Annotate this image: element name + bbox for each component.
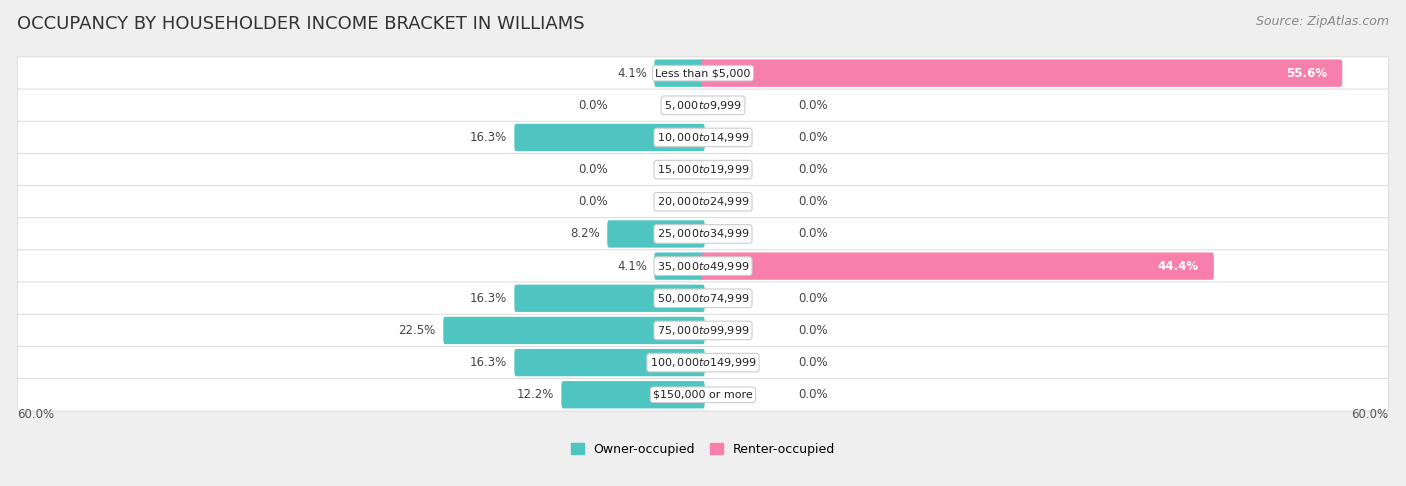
FancyBboxPatch shape (654, 252, 704, 280)
Text: $100,000 to $149,999: $100,000 to $149,999 (650, 356, 756, 369)
Text: $5,000 to $9,999: $5,000 to $9,999 (664, 99, 742, 112)
Text: $20,000 to $24,999: $20,000 to $24,999 (657, 195, 749, 208)
Text: 0.0%: 0.0% (799, 99, 828, 112)
FancyBboxPatch shape (17, 347, 1389, 379)
FancyBboxPatch shape (702, 252, 1213, 280)
Text: 0.0%: 0.0% (799, 388, 828, 401)
Text: 0.0%: 0.0% (799, 163, 828, 176)
Text: 0.0%: 0.0% (578, 99, 607, 112)
FancyBboxPatch shape (17, 314, 1389, 347)
Text: 16.3%: 16.3% (470, 292, 508, 305)
Text: $10,000 to $14,999: $10,000 to $14,999 (657, 131, 749, 144)
Text: 16.3%: 16.3% (470, 356, 508, 369)
Text: 0.0%: 0.0% (799, 324, 828, 337)
Text: 4.1%: 4.1% (617, 67, 647, 80)
FancyBboxPatch shape (17, 154, 1389, 186)
Text: $25,000 to $34,999: $25,000 to $34,999 (657, 227, 749, 241)
Text: 22.5%: 22.5% (398, 324, 436, 337)
Text: 60.0%: 60.0% (17, 408, 55, 421)
FancyBboxPatch shape (443, 317, 704, 344)
FancyBboxPatch shape (17, 121, 1389, 154)
FancyBboxPatch shape (17, 218, 1389, 250)
Text: $75,000 to $99,999: $75,000 to $99,999 (657, 324, 749, 337)
Text: 60.0%: 60.0% (1351, 408, 1389, 421)
Text: $50,000 to $74,999: $50,000 to $74,999 (657, 292, 749, 305)
Text: 0.0%: 0.0% (578, 163, 607, 176)
FancyBboxPatch shape (17, 282, 1389, 314)
Text: 16.3%: 16.3% (470, 131, 508, 144)
Text: Less than $5,000: Less than $5,000 (655, 68, 751, 78)
FancyBboxPatch shape (515, 124, 704, 151)
FancyBboxPatch shape (654, 59, 704, 87)
FancyBboxPatch shape (17, 250, 1389, 282)
FancyBboxPatch shape (561, 381, 704, 408)
Text: 12.2%: 12.2% (516, 388, 554, 401)
FancyBboxPatch shape (17, 57, 1389, 89)
FancyBboxPatch shape (17, 379, 1389, 411)
FancyBboxPatch shape (702, 59, 1343, 87)
Text: 0.0%: 0.0% (578, 195, 607, 208)
Text: 0.0%: 0.0% (799, 227, 828, 241)
Text: 55.6%: 55.6% (1285, 67, 1327, 80)
Text: 0.0%: 0.0% (799, 131, 828, 144)
Text: 4.1%: 4.1% (617, 260, 647, 273)
Text: 0.0%: 0.0% (799, 356, 828, 369)
Text: 0.0%: 0.0% (799, 195, 828, 208)
Text: $15,000 to $19,999: $15,000 to $19,999 (657, 163, 749, 176)
Text: 0.0%: 0.0% (799, 292, 828, 305)
FancyBboxPatch shape (515, 285, 704, 312)
Text: OCCUPANCY BY HOUSEHOLDER INCOME BRACKET IN WILLIAMS: OCCUPANCY BY HOUSEHOLDER INCOME BRACKET … (17, 15, 585, 33)
Legend: Owner-occupied, Renter-occupied: Owner-occupied, Renter-occupied (567, 438, 839, 461)
FancyBboxPatch shape (607, 220, 704, 248)
FancyBboxPatch shape (515, 349, 704, 376)
Text: $150,000 or more: $150,000 or more (654, 390, 752, 400)
FancyBboxPatch shape (17, 186, 1389, 218)
Text: 8.2%: 8.2% (569, 227, 600, 241)
Text: Source: ZipAtlas.com: Source: ZipAtlas.com (1256, 15, 1389, 28)
Text: $35,000 to $49,999: $35,000 to $49,999 (657, 260, 749, 273)
Text: 44.4%: 44.4% (1157, 260, 1198, 273)
FancyBboxPatch shape (17, 89, 1389, 122)
